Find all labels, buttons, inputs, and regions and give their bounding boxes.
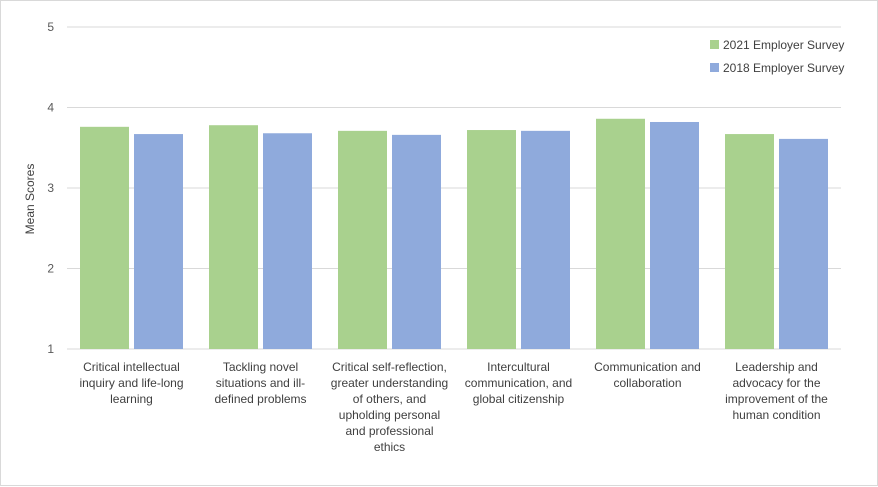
- category-label: Leadership and advocacy for the improvemen…: [725, 360, 828, 422]
- bar-2018-5: [650, 121, 699, 350]
- category-label-line: learning: [110, 392, 153, 406]
- bar-2018-3: [392, 134, 441, 349]
- category-label-line: and professional: [345, 424, 433, 438]
- category-label: Critical intellectual inquiry and life-lo…: [79, 360, 183, 406]
- y-tick-label: 1: [47, 342, 54, 356]
- y-axis-ticks: 1 2 3 4 5: [47, 20, 54, 356]
- y-tick-label: 2: [47, 262, 54, 276]
- y-tick-label: 4: [47, 101, 54, 115]
- y-tick-label: 3: [47, 181, 54, 195]
- category-label-line: upholding personal: [339, 408, 440, 422]
- category-label: Critical self-reflection, greater underst…: [331, 360, 448, 454]
- bar-2021-1: [80, 126, 129, 349]
- bars: [80, 118, 828, 350]
- legend: 2021 Employer Survey 2018 Employer Survey: [710, 38, 844, 75]
- category-label-line: inquiry and life-long: [79, 376, 183, 390]
- category-label-line: collaboration: [613, 376, 681, 390]
- bar-2021-3: [338, 130, 387, 349]
- category-label: Communication and collaboration: [594, 360, 701, 390]
- category-label: Intercultural communication, and global ci…: [465, 360, 572, 406]
- category-label-line: Communication and: [594, 360, 701, 374]
- bar-2021-4: [467, 130, 516, 349]
- category-label-line: situations and ill-: [216, 376, 305, 390]
- bar-2018-6: [779, 138, 828, 349]
- bar-2018-2: [263, 133, 312, 349]
- bar-2021-2: [209, 125, 258, 350]
- category-label-line: Intercultural: [487, 360, 550, 374]
- bar-2018-1: [134, 134, 183, 349]
- category-label-line: of others, and: [353, 392, 426, 406]
- gridlines: [67, 26, 841, 350]
- legend-label: 2018 Employer Survey: [723, 61, 844, 75]
- category-label-line: Leadership and: [735, 360, 818, 374]
- category-label-line: ethics: [374, 440, 405, 454]
- category-label-line: Critical self-reflection,: [332, 360, 447, 374]
- category-label-line: Tackling novel: [223, 360, 298, 374]
- y-axis-title: Mean Scores: [23, 164, 37, 235]
- category-label-line: advocacy for the: [732, 376, 820, 390]
- category-label-line: Critical intellectual: [83, 360, 180, 374]
- category-label: Tackling novel situations and ill-defined…: [214, 360, 306, 406]
- category-label-line: greater understanding: [331, 376, 448, 390]
- x-axis-categories: Critical intellectual inquiry and life-lo…: [79, 360, 828, 454]
- category-label-line: improvement of the: [725, 392, 828, 406]
- bar-2021-5: [596, 118, 645, 350]
- legend-label: 2021 Employer Survey: [723, 38, 844, 52]
- bar-2018-4: [521, 130, 570, 349]
- legend-swatch: [710, 40, 719, 49]
- y-tick-label: 5: [47, 20, 54, 34]
- category-label-line: defined problems: [214, 392, 306, 406]
- category-label-line: global citizenship: [473, 392, 565, 406]
- category-label-line: communication, and: [465, 376, 572, 390]
- category-label-line: human condition: [732, 408, 820, 422]
- legend-swatch: [710, 63, 719, 72]
- bar-2021-6: [725, 134, 774, 349]
